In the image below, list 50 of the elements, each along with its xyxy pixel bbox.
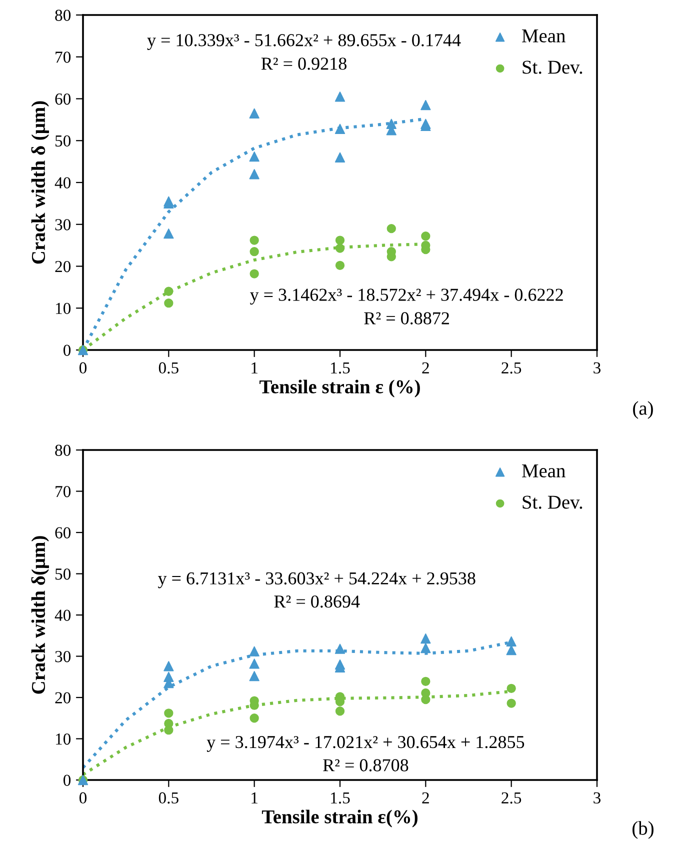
y-tick-label: 70 [56,486,71,498]
text: (b) [632,821,654,839]
legend-label: St. Dev. [522,60,582,74]
text: (a) [633,401,653,419]
x-tick-label: 0 [79,362,87,374]
x-tick-label: 3 [594,792,601,804]
y-tick-label: 30 [55,219,71,230]
annotation: y = 3.1462x³ - 18.572x² + 37.494x - 0.6222 [250,288,563,305]
x-tick-label: 2.5 [502,792,522,804]
annotation: y = 10.339x³ - 51.662x² + 89.655x - 0.1744 [147,34,461,50]
annotation: R² = 0.8694 [274,595,360,608]
x-tick-label: 1 [252,792,258,804]
y-axis-title: Crack width δ(μm) [31,536,49,694]
legend-label: St. Dev. [522,496,582,509]
y-tick-label: 10 [56,302,71,314]
annotation: R² = 0.8872 [364,312,449,324]
x-tick-label: 2 [422,792,429,804]
x-tick-label: 1.5 [331,792,350,804]
y-tick-label: 0 [63,344,71,356]
legend-label: Mean [522,29,566,42]
y-tick-label: 40 [54,610,71,621]
x-tick-label: 2 [422,362,429,374]
y-tick-label: 70 [56,52,71,63]
legend-label: Mean [522,464,566,478]
y-tick-label: 20 [55,692,71,704]
x-tick-label: 0.5 [158,792,178,804]
annotation: y = 3.1974x³ - 17.021x² + 30.654x + 1.2855 [206,736,524,752]
x-axis-title: Tensile strain ε(%) [262,810,418,828]
x-tick-label: 2.5 [502,362,522,374]
y-tick-label: 10 [56,733,71,745]
x-tick-label: 0 [79,792,87,804]
annotation: R² = 0.9218 [261,58,346,70]
x-tick-label: 3 [594,362,601,374]
y-axis-title: Crack width δ (μm) [31,101,49,264]
y-tick-label: 60 [55,527,71,538]
y-tick-label: 60 [55,93,71,105]
y-tick-label: 50 [55,568,71,580]
y-tick-label: 30 [55,650,71,662]
y-tick-label: 80 [55,10,71,21]
x-axis-title: Tensile strain ε (%) [260,380,420,398]
y-tick-label: 20 [55,260,71,272]
y-tick-label: 80 [55,444,71,456]
y-tick-label: 40 [54,177,71,188]
annotation: y = 6.7131x³ - 33.603x² + 54.224x + 2.9538 [158,572,476,588]
x-tick-label: 1 [252,362,258,374]
y-tick-label: 50 [55,135,71,147]
y-tick-label: 0 [63,774,71,786]
x-tick-label: 1.5 [331,362,350,374]
annotation: R² = 0.8708 [323,759,408,772]
x-tick-label: 0.5 [158,362,178,374]
